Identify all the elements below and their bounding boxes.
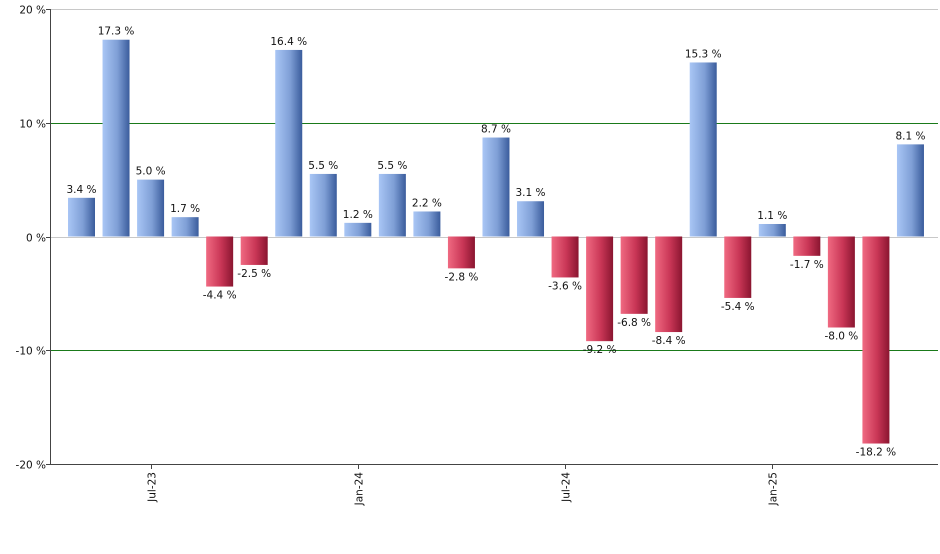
bar-value-label: 1.2 %	[343, 209, 373, 221]
bar-value-label: 3.1 %	[516, 187, 546, 199]
bar-value-label: -3.6 %	[548, 280, 582, 292]
bar	[586, 236, 614, 342]
bar	[206, 236, 234, 287]
bar-value-label: 5.0 %	[136, 166, 166, 178]
bar	[275, 49, 303, 237]
bar	[862, 236, 890, 444]
x-tick-label: Jan-24	[354, 472, 366, 507]
bar-value-label: 17.3 %	[98, 26, 135, 38]
bar	[378, 173, 406, 237]
bar	[240, 236, 268, 265]
bar-value-label: -4.4 %	[203, 290, 237, 302]
bar-value-label: 1.1 %	[757, 210, 787, 222]
bar	[344, 222, 372, 237]
bar-value-label: 8.7 %	[481, 124, 511, 136]
x-tick-label: Jan-25	[768, 472, 780, 506]
bar	[620, 236, 648, 314]
bar	[447, 236, 475, 269]
bar-value-label: 2.2 %	[412, 197, 442, 209]
bar-value-label: -9.2 %	[583, 344, 617, 356]
grid-layer	[50, 9, 938, 351]
y-tick-label: -10 %	[16, 346, 46, 358]
bar	[102, 39, 130, 237]
value-labels-layer: 3.4 % 17.3 % 5.0 % 1.7 % -4.4 %-2.5 % 16.4 % 5…	[66, 26, 925, 459]
y-tick-label: 20 %	[19, 5, 46, 17]
bar	[482, 137, 510, 237]
bar	[413, 211, 441, 237]
y-tick-label: 10 %	[19, 119, 46, 131]
bar	[655, 236, 683, 333]
y-tick-label: -20 %	[16, 460, 46, 472]
bar-value-label: -5.4 %	[721, 301, 755, 313]
bar-value-label: -2.5 %	[237, 268, 271, 280]
x-tick-label: Jul-23	[147, 472, 159, 503]
axes-layer: 20 % 10 % 0 % -10 % -20 % Jul-23 Jan-24 Jul-24 J…	[16, 5, 938, 507]
bars-layer	[68, 39, 924, 444]
bar-value-label: 15.3 %	[685, 48, 722, 60]
bar	[309, 173, 337, 237]
bar	[689, 62, 717, 237]
bar-value-label: 3.4 %	[66, 184, 96, 196]
bar-value-label: -8.0 %	[824, 331, 858, 343]
bar	[137, 179, 165, 237]
bar-value-label: 5.5 %	[308, 160, 338, 172]
bar-value-label: -2.8 %	[445, 271, 479, 283]
bar	[517, 201, 545, 237]
bar	[793, 236, 821, 256]
bar	[724, 236, 752, 298]
bar-value-label: 16.4 %	[270, 36, 307, 48]
bar	[551, 236, 579, 278]
y-tick-label: 0 %	[26, 233, 46, 245]
bar	[827, 236, 855, 328]
bar-value-label: -18.2 %	[856, 447, 897, 459]
bar-value-label: -6.8 %	[617, 317, 651, 329]
bar-value-label: -1.7 %	[790, 259, 824, 271]
bar	[68, 197, 95, 237]
bar-value-label: 8.1 %	[895, 130, 925, 142]
bar	[758, 223, 786, 237]
bar-value-label: -8.4 %	[652, 335, 686, 347]
x-tick-label: Jul-24	[561, 472, 573, 503]
bar-value-label: 5.5 %	[377, 160, 407, 172]
bar	[896, 144, 924, 237]
bar-value-label: 1.7 %	[170, 203, 200, 215]
bar	[171, 217, 199, 237]
